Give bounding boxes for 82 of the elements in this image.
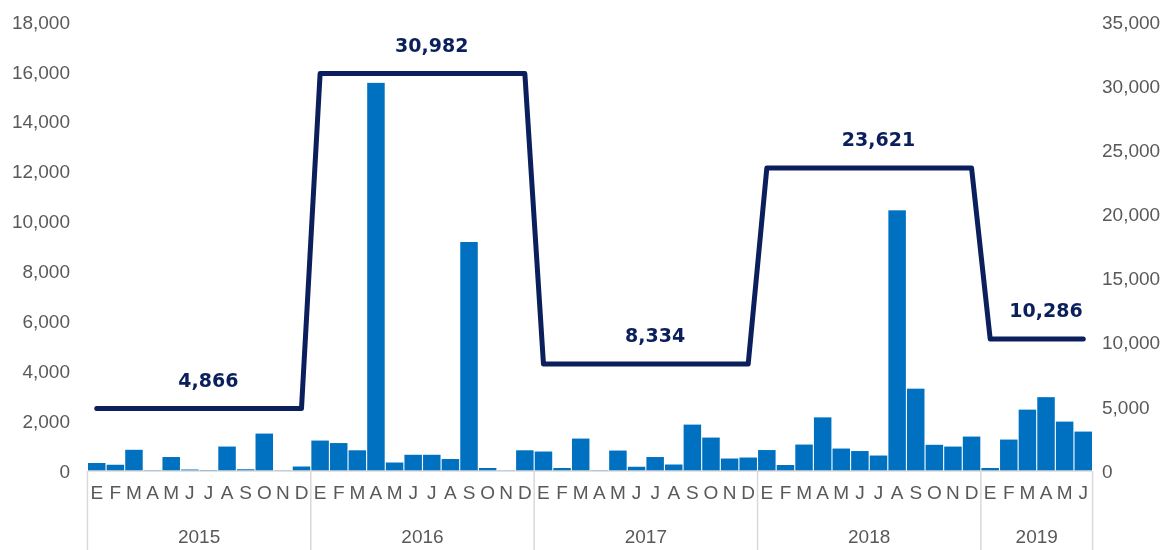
x-tick-label: E — [537, 482, 550, 503]
x-tick-label: M — [1019, 482, 1036, 503]
y2-tick-label: 0 — [1102, 460, 1113, 482]
data-label: 8,334 — [625, 324, 686, 347]
x-tick-label: N — [946, 482, 960, 503]
y-tick-label: 10,000 — [11, 211, 70, 233]
y2-tick-label: 30,000 — [1102, 75, 1161, 97]
x-tick-label: O — [256, 482, 272, 503]
x-tick-label: J — [855, 482, 865, 503]
x-tick-label: A — [369, 482, 383, 503]
data-label: 4,866 — [178, 368, 239, 391]
x-tick-label: M — [349, 482, 366, 503]
x-tick-label: A — [890, 482, 904, 503]
x-tick-label: M — [386, 482, 403, 503]
x-tick-label: F — [779, 482, 792, 503]
x-tick-label: J — [631, 482, 642, 503]
text: 2016 — [401, 526, 444, 547]
x-tick-label: F — [1002, 482, 1015, 503]
text: 2015 — [177, 526, 221, 547]
data-label: 10,286 — [1009, 299, 1083, 322]
x-tick-label: S — [462, 482, 476, 503]
x-tick-label: F — [556, 482, 568, 503]
x-tick-label: O — [926, 482, 942, 503]
x-tick-label: M — [1056, 482, 1073, 503]
x-tick-label: A — [1039, 482, 1053, 503]
x-tick-label: E — [983, 482, 997, 503]
text: 2018 — [848, 526, 891, 547]
x-tick-label: A — [444, 482, 458, 503]
x-tick-label: J — [650, 482, 660, 503]
y-tick-label: 14,000 — [11, 111, 70, 133]
x-tick-label: D — [964, 482, 979, 503]
y-tick-label: 4,000 — [22, 360, 70, 382]
y-tick-label: 16,000 — [11, 61, 70, 83]
y2-tick-label: 35,000 — [1102, 11, 1161, 33]
x-tick-label: O — [703, 482, 719, 503]
x-tick-label: A — [667, 482, 681, 503]
data-label: 30,982 — [395, 33, 469, 56]
y-tick-label: 0 — [59, 460, 70, 482]
y-tick-label: 6,000 — [22, 310, 70, 332]
x-tick-label: M — [796, 482, 812, 503]
x-tick-label: D — [741, 482, 756, 503]
x-tick-label: S — [686, 482, 699, 503]
y2-tick-label: 10,000 — [1102, 332, 1161, 354]
x-tick-label: J — [427, 482, 437, 503]
x-tick-label: D — [294, 482, 309, 503]
x-tick-label: A — [146, 482, 160, 503]
x-tick-label: M — [126, 482, 142, 503]
x-tick-label: M — [163, 482, 180, 503]
x-tick-label: A — [220, 482, 234, 503]
y2-tick-label: 5,000 — [1102, 396, 1150, 418]
y2-tick-label: 25,000 — [1102, 139, 1161, 161]
x-tick-label: F — [109, 482, 122, 503]
x-tick-label: O — [480, 482, 496, 503]
x-tick-label: J — [185, 482, 195, 503]
y2-tick-label: 20,000 — [1102, 204, 1161, 226]
x-tick-label: J — [1078, 482, 1088, 503]
text: 2017 — [624, 526, 667, 547]
x-tick-label: N — [276, 482, 290, 503]
y-tick-label: 2,000 — [22, 410, 70, 432]
x-tick-label: J — [408, 482, 418, 503]
y-tick-label: 18,000 — [11, 11, 70, 33]
text: 2019 — [1015, 526, 1058, 547]
y-tick-label: 8,000 — [22, 261, 70, 283]
x-tick-label: N — [722, 482, 737, 503]
x-tick-label: A — [592, 482, 606, 503]
x-tick-label: E — [313, 482, 327, 503]
x-tick-label: N — [499, 482, 514, 503]
x-tick-label: J — [203, 482, 214, 503]
x-tick-label: E — [760, 482, 774, 503]
x-tick-label: M — [610, 482, 626, 503]
x-tick-label: E — [90, 482, 104, 503]
y-tick-label: 12,000 — [11, 161, 70, 183]
x-tick-label: J — [873, 482, 884, 503]
x-tick-label: S — [909, 482, 923, 503]
x-tick-label: A — [816, 482, 830, 503]
x-tick-label: F — [332, 482, 345, 503]
x-tick-label: S — [239, 482, 252, 503]
x-tick-label: M — [833, 482, 850, 503]
x-tick-label: M — [572, 482, 589, 503]
data-label: 23,621 — [841, 127, 916, 150]
y2-tick-label: 15,000 — [1102, 268, 1161, 290]
x-tick-label: D — [517, 482, 532, 503]
